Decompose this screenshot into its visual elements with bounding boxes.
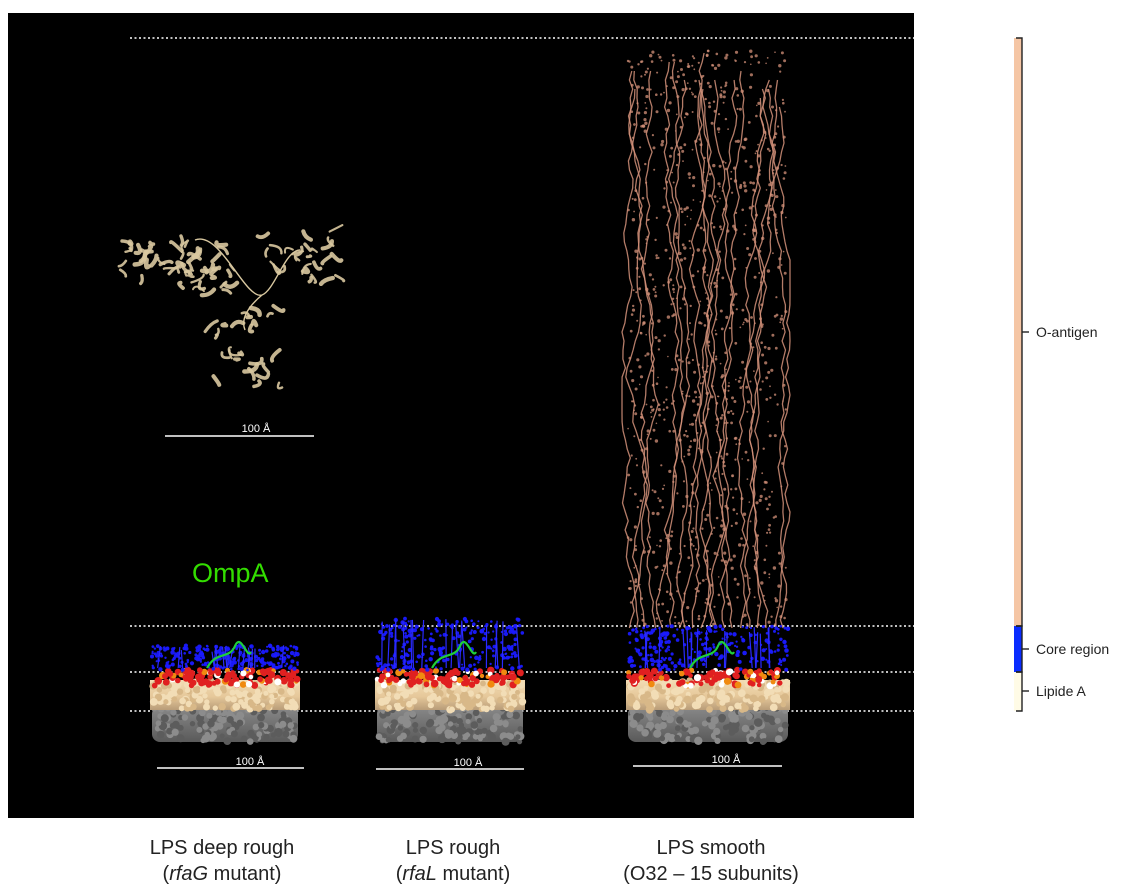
caption-deep-rough-line1: LPS deep rough bbox=[122, 835, 322, 861]
caption-rough-line1: LPS rough bbox=[353, 835, 553, 861]
scale-label-ompa: 100 Å bbox=[242, 422, 271, 435]
caption-smooth: LPS smooth (O32 – 15 subunits) bbox=[611, 835, 811, 887]
o-antigen-label: O-antigen bbox=[1036, 324, 1097, 340]
caption-smooth-line1: LPS smooth bbox=[611, 835, 811, 861]
caption-rough-gene: rfaL bbox=[402, 863, 436, 885]
lipid-a-label: Lipide A bbox=[1036, 683, 1086, 699]
caption-rough-line2: mutant) bbox=[437, 863, 510, 885]
caption-deep-rough: LPS deep rough (rfaG mutant) bbox=[122, 835, 322, 887]
scale-label-smooth: 100 Å bbox=[712, 753, 741, 766]
scale-label-rough: 100 Å bbox=[454, 756, 483, 769]
o-antigen-bar bbox=[1014, 38, 1022, 626]
lipid-a-bar bbox=[1014, 672, 1022, 711]
core-region-bar bbox=[1014, 626, 1022, 672]
caption-deep-rough-gene: rfaG bbox=[169, 863, 208, 885]
caption-deep-rough-line2: mutant) bbox=[208, 863, 281, 885]
region-legend: O-antigen Core region Lipide A bbox=[1014, 38, 1109, 711]
core-region-label: Core region bbox=[1036, 641, 1109, 657]
ompa-label: OmpA bbox=[192, 558, 269, 588]
caption-rough: LPS rough (rfaL mutant) bbox=[353, 835, 553, 887]
scale-label-deep-rough: 100 Å bbox=[236, 755, 265, 768]
caption-smooth-line2: O32 – 15 subunits) bbox=[630, 863, 799, 885]
